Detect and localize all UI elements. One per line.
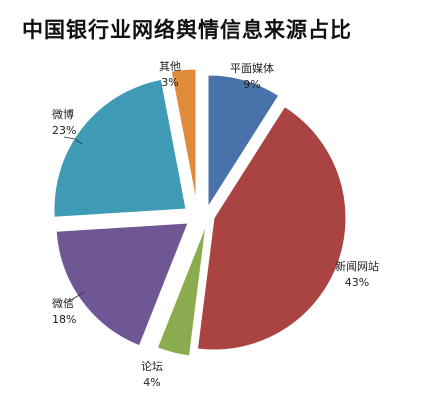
slice-value-label-0: 9% (243, 78, 260, 91)
pie-slice-1 (196, 105, 347, 351)
slice-value-label-1: 43% (345, 276, 369, 289)
slice-value-label-2: 4% (143, 376, 160, 389)
pie-slice-4 (53, 78, 187, 218)
slice-value-label-4: 23% (52, 124, 76, 137)
slice-name-label-4: 微博 (52, 107, 74, 121)
slice-value-label-5: 3% (161, 76, 178, 89)
slice-name-label-5: 其他 (159, 60, 181, 73)
slice-name-label-0: 平面媒体 (230, 61, 274, 75)
pie-slice-0 (207, 74, 280, 209)
leader-line-3 (65, 291, 85, 304)
slice-name-label-3: 微信 (52, 296, 74, 310)
pie-slice-2 (156, 224, 207, 357)
pie-slice-3 (55, 222, 189, 347)
slice-name-label-1: 新闻网站 (335, 259, 379, 273)
leader-line-4 (63, 136, 83, 145)
pie-slice-5 (170, 68, 197, 202)
slice-value-label-3: 18% (52, 313, 76, 326)
slice-name-label-2: 论坛 (141, 359, 163, 373)
chart-title: 中国银行业网络舆情信息来源占比 (22, 17, 352, 42)
